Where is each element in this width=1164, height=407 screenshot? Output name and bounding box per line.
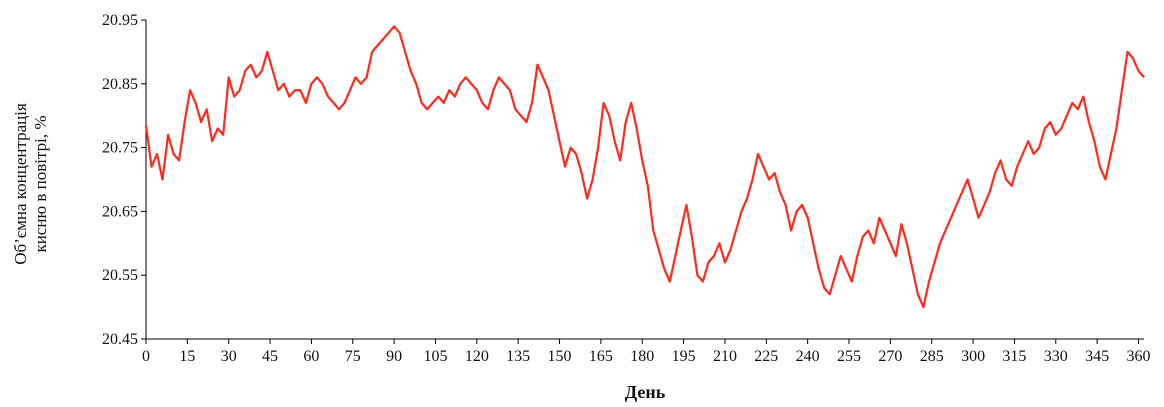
x-tick-label: 315 (1002, 348, 1026, 365)
x-tick-label: 105 (423, 348, 447, 365)
x-tick-label: 15 (179, 348, 195, 365)
x-tick-label: 135 (506, 348, 530, 365)
y-tick-label: 20.55 (102, 267, 138, 284)
x-tick-label: 240 (796, 348, 820, 365)
y-tick-label: 20.85 (102, 76, 138, 93)
series-group (144, 25, 1145, 309)
y-ticks: 20.45 20.55 20.65 20.75 20.85 20.95 (102, 12, 146, 348)
x-tick-label: 45 (262, 348, 278, 365)
y-axis-title: Об’ємна концентрація кисню в повітрі, % (11, 103, 50, 265)
x-tick-label: 210 (713, 348, 737, 365)
x-tick-label: 360 (1126, 348, 1150, 365)
x-tick-label: 270 (878, 348, 902, 365)
x-tick-label: 0 (142, 348, 150, 365)
x-tick-label: 300 (961, 348, 985, 365)
y-tick-label: 20.95 (102, 12, 138, 29)
x-tick-label: 165 (589, 348, 613, 365)
x-tick-label: 225 (754, 348, 778, 365)
x-tick-label: 195 (672, 348, 696, 365)
x-tick-label: 255 (837, 348, 861, 365)
y-tick-label: 20.45 (102, 331, 138, 348)
x-tick-label: 90 (386, 348, 402, 365)
y-axis-title-line-1: Об’ємна концентрація (11, 103, 30, 265)
x-tick-label: 345 (1085, 348, 1109, 365)
y-tick-label: 20.65 (102, 203, 138, 220)
x-tick-label: 60 (303, 348, 319, 365)
y-tick-label: 20.75 (102, 140, 138, 157)
x-tick-label: 150 (548, 348, 572, 365)
x-tick-label: 180 (630, 348, 654, 365)
x-tick-label: 75 (345, 348, 361, 365)
x-tick-label: 120 (465, 348, 489, 365)
series-line (144, 25, 1145, 309)
y-axis-title-line-2: кисню в повітрі, % (31, 115, 50, 252)
x-tick-label: 285 (920, 348, 944, 365)
x-axis-title: День (625, 382, 666, 402)
x-tick-label: 330 (1044, 348, 1068, 365)
x-ticks: 0 15 30 45 60 75 90 105 120 135 150 165 180 195 210 225… (142, 339, 1150, 365)
x-tick-label: 30 (221, 348, 237, 365)
